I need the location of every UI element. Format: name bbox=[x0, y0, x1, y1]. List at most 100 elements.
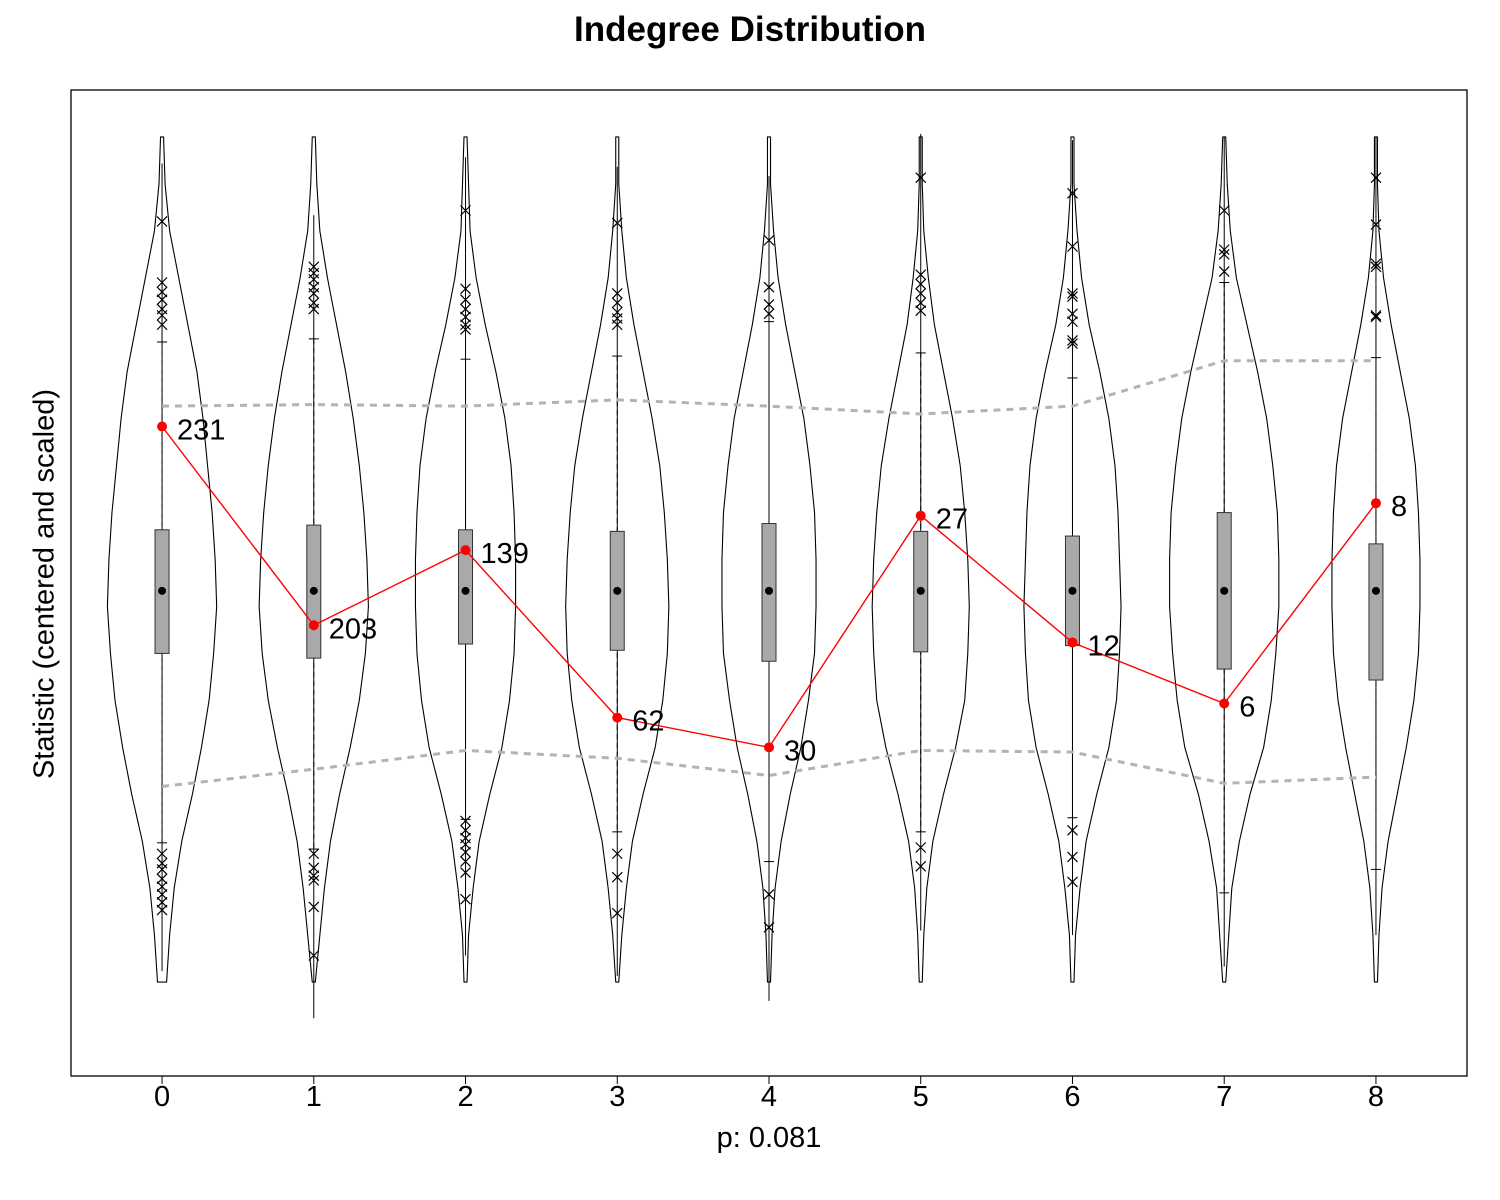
data-label: 27 bbox=[936, 504, 968, 536]
outlier-marker bbox=[915, 842, 927, 853]
outlier-marker bbox=[460, 846, 471, 858]
outlier-marker bbox=[308, 303, 320, 315]
observed-point bbox=[1370, 498, 1381, 509]
outlier-marker bbox=[308, 862, 320, 874]
median-point bbox=[309, 586, 318, 595]
outlier-marker bbox=[1218, 248, 1230, 260]
outlier-marker bbox=[460, 867, 471, 878]
outlier-marker bbox=[156, 216, 168, 227]
outlier-marker bbox=[915, 860, 927, 872]
outlier-marker bbox=[763, 308, 775, 320]
outlier-marker bbox=[1067, 288, 1078, 299]
outlier-marker bbox=[1067, 316, 1078, 328]
outlier-marker bbox=[1370, 219, 1382, 231]
x-tick-label: 2 bbox=[457, 1081, 473, 1113]
data-label: 231 bbox=[177, 414, 225, 446]
outlier-marker bbox=[763, 234, 775, 246]
x-tick-label: 7 bbox=[1216, 1081, 1232, 1113]
outlier-marker bbox=[763, 298, 775, 310]
violin-shape bbox=[565, 136, 670, 983]
outlier-marker bbox=[1067, 291, 1078, 303]
violin-shape bbox=[414, 136, 517, 983]
median-point bbox=[1371, 586, 1380, 595]
outlier-marker bbox=[308, 288, 320, 299]
data-label: 6 bbox=[1239, 692, 1255, 724]
outlier-marker bbox=[460, 815, 471, 827]
data-label: 12 bbox=[1087, 630, 1119, 662]
outlier-marker bbox=[156, 863, 168, 875]
outlier-marker bbox=[308, 848, 320, 860]
median-point bbox=[1068, 586, 1077, 595]
outlier-marker bbox=[460, 319, 471, 331]
outlier-marker bbox=[156, 896, 168, 908]
x-tick-label: 6 bbox=[1064, 1081, 1080, 1113]
outlier-marker bbox=[611, 848, 623, 860]
outlier-marker bbox=[460, 283, 471, 295]
outlier-marker bbox=[915, 172, 927, 184]
outlier-marker bbox=[460, 824, 471, 836]
outlier-marker bbox=[460, 311, 471, 323]
data-label: 203 bbox=[329, 613, 377, 645]
median-point bbox=[158, 586, 167, 595]
x-tick-label: 0 bbox=[154, 1081, 170, 1113]
outlier-marker bbox=[308, 273, 320, 285]
outlier-marker bbox=[308, 874, 320, 886]
observed-point bbox=[764, 742, 774, 753]
outlier-marker bbox=[611, 319, 623, 331]
violin-shape bbox=[1331, 136, 1421, 983]
outlier-marker bbox=[460, 294, 471, 306]
outlier-marker bbox=[763, 889, 775, 900]
outlier-marker bbox=[1067, 851, 1078, 863]
outlier-marker bbox=[915, 269, 927, 281]
violin-shape bbox=[1169, 136, 1280, 983]
outlier-marker bbox=[611, 217, 623, 229]
outlier-marker bbox=[460, 893, 471, 905]
outlier-marker bbox=[308, 950, 320, 961]
outlier-marker bbox=[1218, 266, 1230, 277]
x-tick-label: 1 bbox=[306, 1081, 322, 1113]
median-point bbox=[461, 586, 470, 595]
outlier-marker bbox=[156, 319, 168, 331]
x-tick-label: 4 bbox=[761, 1081, 777, 1113]
data-label: 139 bbox=[481, 538, 529, 570]
outlier-marker bbox=[1370, 172, 1382, 184]
outlier-marker bbox=[156, 848, 168, 860]
outlier-marker bbox=[156, 309, 168, 321]
iqr-box bbox=[1368, 543, 1384, 681]
outlier-marker bbox=[915, 297, 927, 309]
x-tick-label: 5 bbox=[913, 1081, 929, 1113]
median-point bbox=[916, 586, 925, 595]
observed-point bbox=[1067, 637, 1078, 648]
chart-title: Indegree Distribution bbox=[574, 10, 926, 49]
outlier-marker bbox=[915, 278, 927, 290]
outlier-marker bbox=[611, 297, 623, 309]
outlier-marker bbox=[915, 288, 927, 299]
observed-point bbox=[915, 510, 926, 521]
observed-point bbox=[460, 545, 471, 556]
outlier-marker bbox=[1370, 261, 1382, 273]
envelope-upper-line bbox=[162, 359, 1376, 416]
outlier-marker bbox=[1370, 258, 1382, 270]
median-point bbox=[613, 586, 622, 595]
outlier-marker bbox=[611, 288, 623, 299]
observed-point bbox=[612, 712, 623, 723]
outlier-marker bbox=[1218, 205, 1230, 216]
outlier-marker bbox=[156, 904, 168, 916]
violin-shape bbox=[258, 136, 369, 983]
outlier-marker bbox=[156, 286, 168, 298]
outlier-marker bbox=[156, 881, 168, 893]
outlier-marker bbox=[460, 303, 471, 315]
observed-point bbox=[308, 620, 319, 631]
violin-shape bbox=[1023, 136, 1122, 983]
outlier-marker bbox=[611, 907, 623, 919]
outlier-marker bbox=[460, 205, 471, 216]
outlier-marker bbox=[1067, 334, 1078, 346]
outlier-marker bbox=[460, 856, 471, 868]
data-label: 30 bbox=[784, 735, 816, 767]
data-label: 8 bbox=[1391, 491, 1407, 523]
outlier-marker bbox=[1218, 244, 1230, 256]
x-tick-label: 8 bbox=[1368, 1081, 1384, 1113]
violin-shape bbox=[871, 136, 970, 983]
data-label: 62 bbox=[632, 706, 664, 738]
